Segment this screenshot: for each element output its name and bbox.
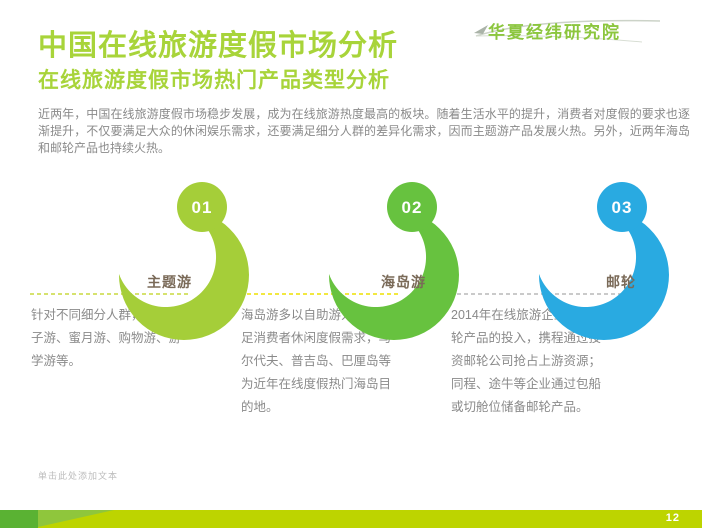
crescent-shape [538, 209, 669, 340]
intro-paragraph: 近两年，中国在线旅游度假市场稳步发展，成为在线旅游热度最高的板块。随着生活水平的… [38, 107, 690, 155]
category-label: 海岛游 [381, 274, 426, 290]
number-label: 02 [402, 198, 423, 217]
column-theme-tour: 01 主题游 针对不同细分人群，分为亲子游、蜜月游、购物游、游学游等。 [30, 180, 249, 460]
number-label: 01 [192, 198, 213, 217]
crescent-graphic: 03 [538, 182, 669, 340]
crescent-graphic: 02 [328, 182, 459, 340]
category-label: 邮轮 [606, 274, 636, 290]
number-badge [597, 182, 647, 232]
logo-text: 华夏经纬研究院 [488, 23, 621, 42]
placeholder-text: 单击此处添加文本 [38, 471, 119, 481]
page-title: 中国在线旅游度假市场分析 [38, 30, 399, 62]
crescent-shape [118, 209, 249, 340]
category-label: 主题游 [147, 274, 192, 290]
logo: 华夏经纬研究院 [474, 12, 664, 50]
crescent-graphic: 01 [118, 182, 249, 340]
number-badge [387, 182, 437, 232]
page-subtitle: 在线旅游度假市场热门产品类型分析 [38, 69, 390, 92]
logo-swoosh-icon [474, 19, 661, 43]
bar-triangle-accent [38, 510, 114, 527]
column-island-tour: 02 海岛游 海岛游多以自助游为主，满足消费者休闲度假需求，马尔代夫、普吉岛、巴… [240, 180, 459, 460]
page-number: 12 [665, 512, 680, 524]
dashed-divider [30, 293, 190, 295]
product-columns: 01 主题游 针对不同细分人群，分为亲子游、蜜月游、购物游、游学游等。 02 海… [30, 180, 672, 460]
category-description: 2014年在线旅游企业加大邮轮产品的投入，携程通过投资邮轮公司抢占上游资源；同程… [451, 308, 604, 414]
bar-dark-accent [0, 510, 38, 528]
column-cruise: 03 邮轮 2014年在线旅游企业加大邮轮产品的投入，携程通过投资邮轮公司抢占上… [450, 180, 669, 460]
dashed-divider [240, 293, 400, 295]
bottom-bar: 12 [0, 510, 702, 528]
crescent-shape [328, 209, 459, 340]
number-label: 03 [612, 198, 633, 217]
number-badge [177, 182, 227, 232]
